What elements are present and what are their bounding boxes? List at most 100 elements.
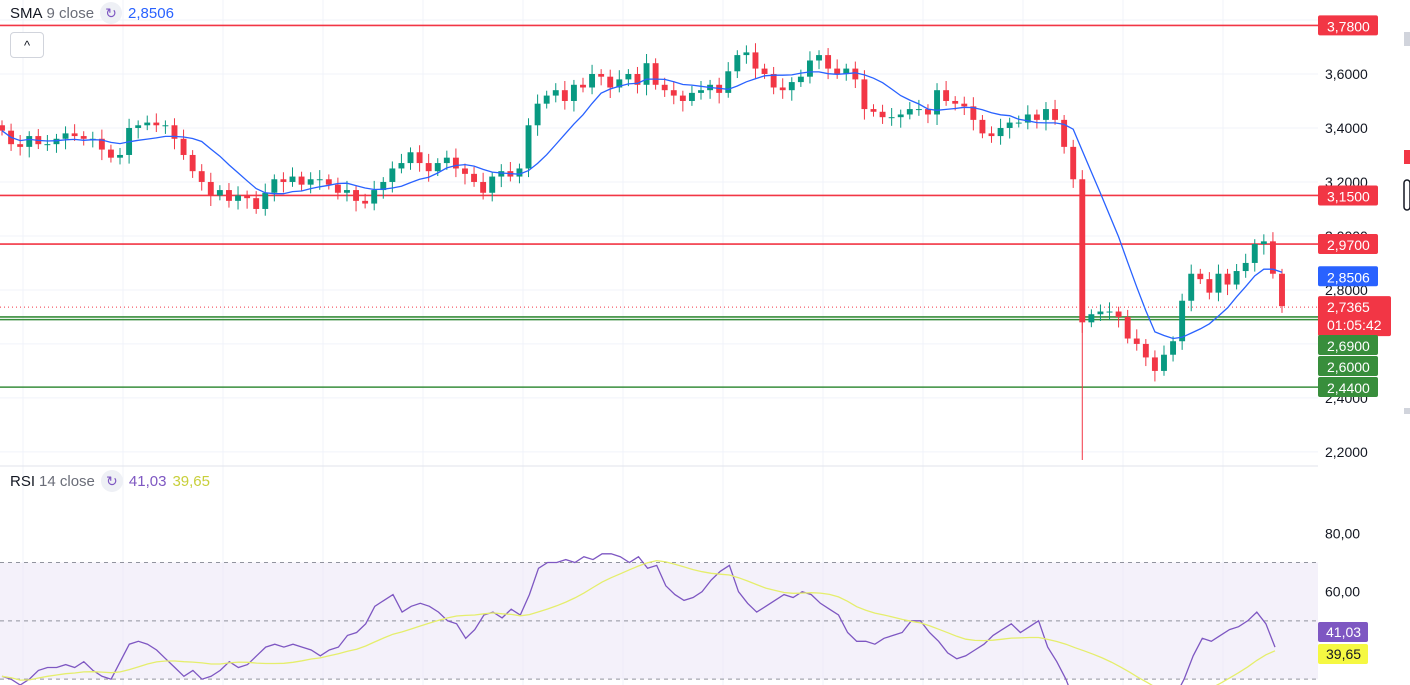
candle-body [153,122,160,126]
candle-body [1015,122,1022,124]
candle-body [216,190,223,196]
chevron-up-icon[interactable]: ^ [10,32,44,58]
support-tag-text: 2,6000 [1327,359,1370,375]
rsi-ma-polyline [1,559,1276,685]
candle-body [1024,114,1031,123]
rsi-tag-text: 39,65 [1326,646,1361,662]
candle-body [761,68,768,74]
candle-body [1233,271,1240,285]
price-tick-label: 2,2000 [1325,444,1368,460]
candle-body [516,168,523,177]
candle-body [897,114,904,118]
candle-body [1061,119,1068,147]
support-tag-bg [1318,377,1378,397]
candle-body [625,73,632,80]
candle-body [325,179,332,185]
candle-body [1006,122,1013,128]
candle-body [1279,273,1285,307]
candle-body [443,157,450,164]
support-tag-bg [1318,356,1378,376]
rsi-value-tag: 41,03 [1318,622,1368,642]
candle-body [353,190,359,201]
candle-body [1088,314,1095,323]
candle-body [1215,273,1222,293]
candle-body [725,71,732,93]
right-edge-markers [1403,32,1410,414]
support-tag-text: 2,4400 [1327,380,1370,396]
candle-body [589,73,596,88]
candle-body [1124,316,1131,339]
resistance-tag: 3,7800 [1318,15,1378,36]
candle-body [280,179,287,182]
resistance-tag: 3,1500 [1318,185,1378,206]
candle-body [271,179,278,193]
refresh-icon[interactable]: ↻ [100,470,123,492]
candle-body [679,95,686,101]
edge-marker [1404,150,1410,164]
candle-body [788,82,795,91]
candle-body [1179,300,1186,342]
rsi-legend-name: RSI [10,472,36,490]
resistance-tag-text: 3,1500 [1327,188,1370,204]
sma-legend[interactable]: SMA 9 close ↻ 2,8506 [10,2,174,24]
candle-body [480,181,487,193]
countdown-text: 01:05:42 [1327,317,1382,333]
candle-body [634,73,641,85]
rsi-ma-legend-value: 39,65 [172,472,210,490]
candle-body [734,55,741,72]
resistance-tag-bg [1318,15,1378,36]
candle-body [1188,273,1195,301]
support-tag-bg [1318,335,1378,355]
price-tick-label: 3,4000 [1325,120,1368,136]
candle-body [915,109,922,111]
resistance-tag-text: 3,7800 [1327,18,1370,34]
refresh-icon[interactable]: ↻ [100,2,123,24]
candle-body [834,68,841,74]
candle-body [434,163,441,172]
candle-body [580,84,586,88]
candle-body [162,125,169,127]
candle-body [425,163,432,172]
rsi-legend[interactable]: RSI 14 close ↻ 41,03 39,65 [10,470,210,492]
candle-body [334,184,341,193]
candle-body [1151,357,1158,371]
candle-body [797,76,804,83]
candle-body [561,90,568,101]
candle-body [226,190,232,201]
rsi-legend-params: 14 close [39,472,95,490]
candle-body [71,133,78,137]
candle-body [1097,311,1104,315]
rsi-ma-value-tag: 39,65 [1318,644,1368,664]
sma-line [1,71,1283,340]
candle-body [525,125,532,169]
candle-body [80,136,87,139]
candle-body [906,109,913,115]
candle-body [743,52,750,56]
candle-body [307,179,314,185]
candle-body [26,136,33,147]
sma-tag-bg [1318,266,1378,287]
candle-body [98,138,105,150]
candle-body [144,122,151,126]
candle-body [1269,241,1276,274]
candle-body [779,87,786,91]
candle-body [53,138,60,145]
candle-body [961,103,968,107]
candle-body [1260,241,1267,245]
candle-body [1242,262,1249,272]
grid [0,0,1318,685]
rsi-tag-text: 41,03 [1326,624,1361,640]
support-tag: 2,4400 [1318,377,1378,397]
candle-body [598,73,605,77]
candle-body [1224,273,1231,285]
candle-body [380,181,387,191]
candle-body [1251,244,1258,263]
candle-body [888,117,895,119]
rsi-tag-bg [1318,644,1368,664]
candle-body [452,157,459,169]
candle-body [1197,273,1204,280]
candle-body [235,195,241,201]
resistance-tag-text: 2,9700 [1327,237,1370,253]
candle-body [407,152,414,164]
